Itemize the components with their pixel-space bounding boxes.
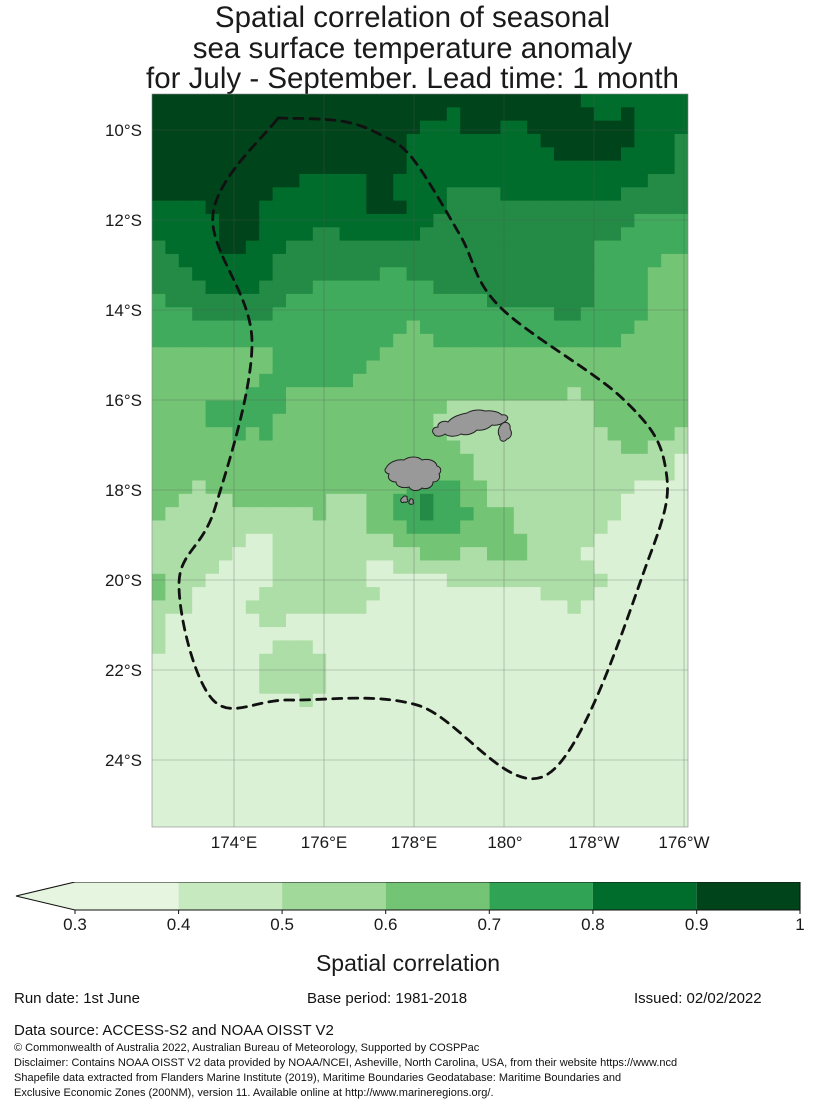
svg-text:0.8: 0.8: [581, 915, 605, 934]
svg-text:0.9: 0.9: [685, 915, 709, 934]
svg-text:1: 1: [795, 915, 804, 934]
svg-text:0.7: 0.7: [477, 915, 501, 934]
svg-text:0.6: 0.6: [374, 915, 398, 934]
svg-text:0.5: 0.5: [270, 915, 294, 934]
svg-text:Spatial correlation: Spatial correlation: [316, 950, 500, 976]
svg-text:0.4: 0.4: [167, 915, 191, 934]
svg-text:0.3: 0.3: [63, 915, 87, 934]
